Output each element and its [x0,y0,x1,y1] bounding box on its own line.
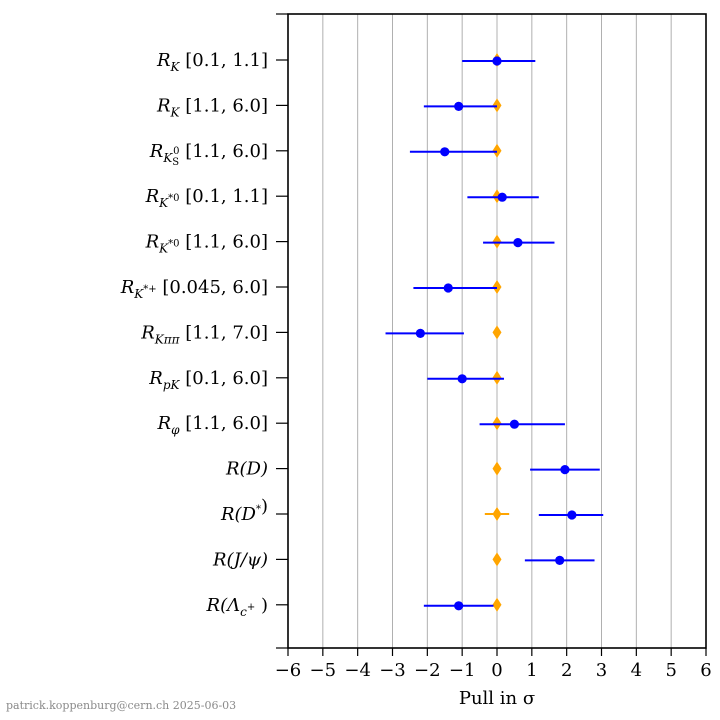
x-tick-label: −6 [275,660,302,681]
y-tick-label: RpK [0.1, 6.0] [148,368,268,392]
y-tick-label: RK*0 [0.1, 1.1] [145,186,268,210]
y-tick-label: Rφ [1.1, 6.0] [157,413,268,437]
measurement-point [492,56,502,66]
reference-point [492,461,502,476]
measurement-point [443,283,453,293]
reference-point [492,552,502,567]
measurement-point [555,555,565,566]
x-tick-label: 2 [561,660,572,681]
y-tick-label: RK [1.1, 6.0] [156,95,268,119]
y-tick-label: RKππ [1.1, 7.0] [140,322,268,346]
y-tick-label: R(D) [225,459,268,480]
x-tick-label: 6 [700,660,711,681]
author-credit: patrick.koppenburg@cern.ch 2025-06-03 [6,699,237,712]
y-ticks [276,13,288,649]
x-tick-label: 4 [631,660,642,681]
measurement-point [497,192,507,202]
x-tick-label: −1 [449,660,476,681]
measurement-point [509,419,520,429]
x-tick-label: 1 [526,660,537,681]
y-tick-label: R(D*) [220,496,268,525]
x-tick-label: −4 [344,660,371,681]
x-tick-label: −2 [414,660,441,681]
measurement-point [513,238,523,248]
y-tick-label: RKS0 [1.1, 6.0] [149,141,268,168]
x-tick-label: −5 [310,660,337,681]
measurement-series [385,56,604,611]
measurement-point [454,101,464,111]
y-tick-label: RK*+ [0.045, 6.0] [120,277,268,301]
measurement-point [457,374,467,384]
x-ticks: −6 −5 −4 −3 −2 −1 0 1 2 3 4 5 6 [275,648,712,681]
measurement-point [454,601,464,611]
y-tick-label: R(Λc+ ) [206,595,268,619]
x-tick-label: −3 [379,660,406,681]
measurement-point [415,328,425,338]
reference-point [492,507,502,521]
y-tick-label: RK*0 [1.1, 6.0] [145,232,268,256]
x-tick-label: 5 [665,660,676,681]
y-tick-label: R(J/ψ) [212,549,268,570]
measurement-point [560,465,570,475]
measurement-point [440,147,450,157]
x-axis-label: Pull in σ [459,688,535,709]
reference-point [492,325,502,340]
y-tick-labels: RK [0.1, 1.1] RK [1.1, 6.0] RKS0 [1.1, 6.0… [120,50,268,619]
y-tick-label: RK [0.1, 1.1] [156,50,268,74]
reference-point [492,597,502,612]
measurement-point [567,510,577,520]
x-tick-label: 0 [491,660,502,681]
x-tick-label: 3 [596,660,607,681]
